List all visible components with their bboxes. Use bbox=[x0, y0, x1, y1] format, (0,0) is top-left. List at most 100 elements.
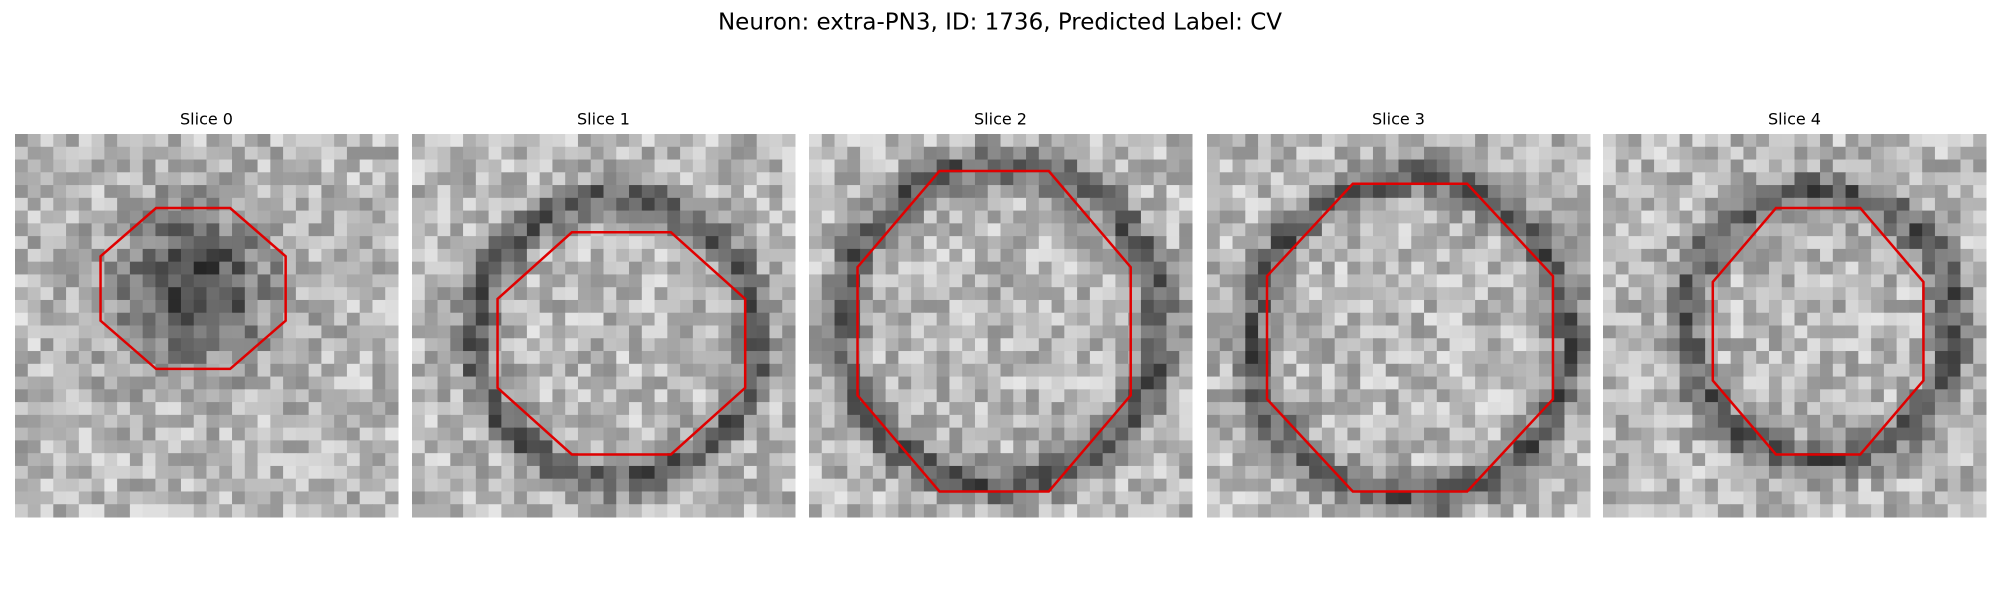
pixel bbox=[1166, 185, 1180, 199]
pixel bbox=[1347, 325, 1361, 339]
pixel bbox=[1077, 172, 1091, 186]
pixel bbox=[1896, 210, 1910, 224]
pixel bbox=[463, 338, 477, 352]
pixel bbox=[1603, 453, 1617, 467]
pixel bbox=[1115, 210, 1129, 224]
pixel bbox=[1347, 402, 1361, 416]
pixel bbox=[1641, 274, 1655, 288]
pixel bbox=[1449, 478, 1463, 492]
pixel bbox=[1487, 363, 1502, 378]
pixel bbox=[257, 134, 271, 148]
pixel bbox=[283, 172, 297, 186]
pixel bbox=[346, 389, 361, 403]
pixel bbox=[782, 274, 796, 288]
pixel bbox=[1283, 197, 1297, 212]
pixel bbox=[1360, 210, 1374, 224]
pixel bbox=[129, 453, 144, 467]
pixel bbox=[1743, 261, 1757, 275]
pixel bbox=[129, 389, 144, 403]
pixel bbox=[270, 146, 284, 161]
pixel bbox=[270, 504, 284, 518]
pixel bbox=[603, 274, 617, 288]
pixel bbox=[1743, 236, 1757, 250]
pixel bbox=[1820, 491, 1834, 505]
pixel bbox=[1321, 414, 1336, 429]
pixel bbox=[168, 261, 182, 275]
pixel bbox=[1051, 351, 1065, 365]
pixel bbox=[91, 427, 105, 441]
panel-title: Slice 0 bbox=[180, 110, 233, 129]
pixel bbox=[949, 146, 963, 161]
pixel bbox=[565, 491, 579, 505]
pixel bbox=[629, 402, 643, 416]
pixel bbox=[1153, 465, 1167, 480]
pixel bbox=[475, 223, 490, 237]
pixel bbox=[936, 248, 950, 263]
pixel bbox=[616, 210, 630, 224]
pixel bbox=[782, 363, 796, 378]
pixel bbox=[565, 274, 579, 288]
pixel bbox=[782, 299, 796, 314]
pixel bbox=[1654, 325, 1668, 339]
pixel bbox=[1577, 172, 1591, 186]
pixel bbox=[1564, 491, 1578, 505]
pixel bbox=[526, 363, 541, 378]
pixel bbox=[219, 299, 233, 314]
pixel bbox=[1947, 504, 1961, 518]
pixel bbox=[1372, 491, 1387, 505]
pixel bbox=[1102, 504, 1116, 518]
pixel bbox=[1013, 351, 1027, 365]
pixel bbox=[15, 363, 29, 378]
pixel bbox=[1385, 287, 1399, 301]
pixel bbox=[1654, 197, 1668, 212]
pixel bbox=[539, 389, 553, 403]
pixel bbox=[1487, 491, 1502, 505]
pixel bbox=[603, 134, 617, 148]
pixel bbox=[936, 427, 950, 441]
pixel bbox=[359, 185, 373, 199]
pixel bbox=[911, 351, 925, 365]
pixel bbox=[1411, 134, 1425, 148]
pixel bbox=[15, 248, 29, 263]
pixel bbox=[552, 312, 566, 326]
pixel bbox=[1896, 299, 1910, 314]
pixel bbox=[1258, 363, 1272, 378]
pixel bbox=[40, 453, 54, 467]
pixel bbox=[129, 236, 144, 250]
pixel bbox=[1577, 223, 1591, 237]
pixel bbox=[1973, 351, 1987, 365]
pixel bbox=[809, 223, 823, 237]
pixel bbox=[885, 440, 899, 454]
pixel bbox=[743, 197, 758, 212]
pixel bbox=[514, 363, 528, 378]
pixel bbox=[782, 338, 796, 352]
pixel bbox=[1166, 351, 1180, 365]
pixel bbox=[1051, 504, 1065, 518]
pixel bbox=[705, 299, 719, 314]
pixel bbox=[463, 146, 477, 161]
pixel bbox=[1475, 134, 1489, 148]
pixel bbox=[1207, 338, 1221, 352]
pixel bbox=[514, 159, 528, 173]
pixel bbox=[437, 478, 451, 492]
pixel bbox=[1705, 159, 1719, 173]
pixel bbox=[1628, 248, 1642, 263]
pixel bbox=[1153, 402, 1167, 416]
pixel bbox=[898, 440, 912, 454]
pixel bbox=[1347, 261, 1361, 275]
pixel bbox=[1283, 376, 1297, 390]
pixel bbox=[974, 414, 989, 429]
pixel bbox=[1385, 478, 1399, 492]
pixel bbox=[129, 402, 144, 416]
pixel bbox=[1705, 223, 1719, 237]
pixel bbox=[244, 210, 259, 224]
pixel bbox=[860, 440, 874, 454]
pixel bbox=[40, 172, 54, 186]
pixel bbox=[1166, 402, 1180, 416]
pixel bbox=[1781, 185, 1795, 199]
pixel bbox=[1973, 236, 1987, 250]
pixel bbox=[860, 325, 874, 339]
pixel bbox=[346, 236, 361, 250]
pixel bbox=[475, 236, 490, 250]
pixel bbox=[1064, 389, 1078, 403]
